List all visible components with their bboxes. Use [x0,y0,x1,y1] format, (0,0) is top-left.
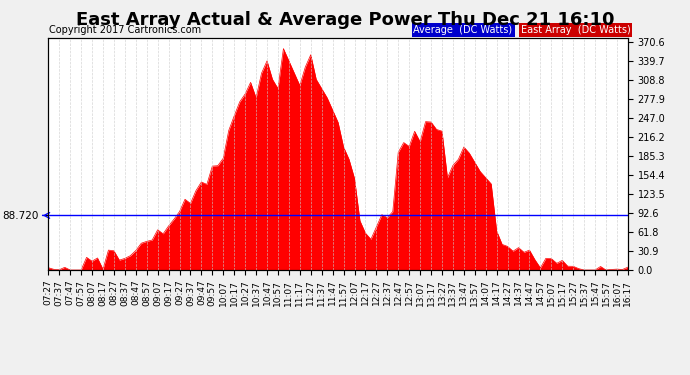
Text: Average  (DC Watts): Average (DC Watts) [413,25,513,35]
Text: Copyright 2017 Cartronics.com: Copyright 2017 Cartronics.com [50,25,201,35]
Text: East Array Actual & Average Power Thu Dec 21 16:10: East Array Actual & Average Power Thu De… [76,11,614,29]
Text: East Array  (DC Watts): East Array (DC Watts) [521,25,631,35]
